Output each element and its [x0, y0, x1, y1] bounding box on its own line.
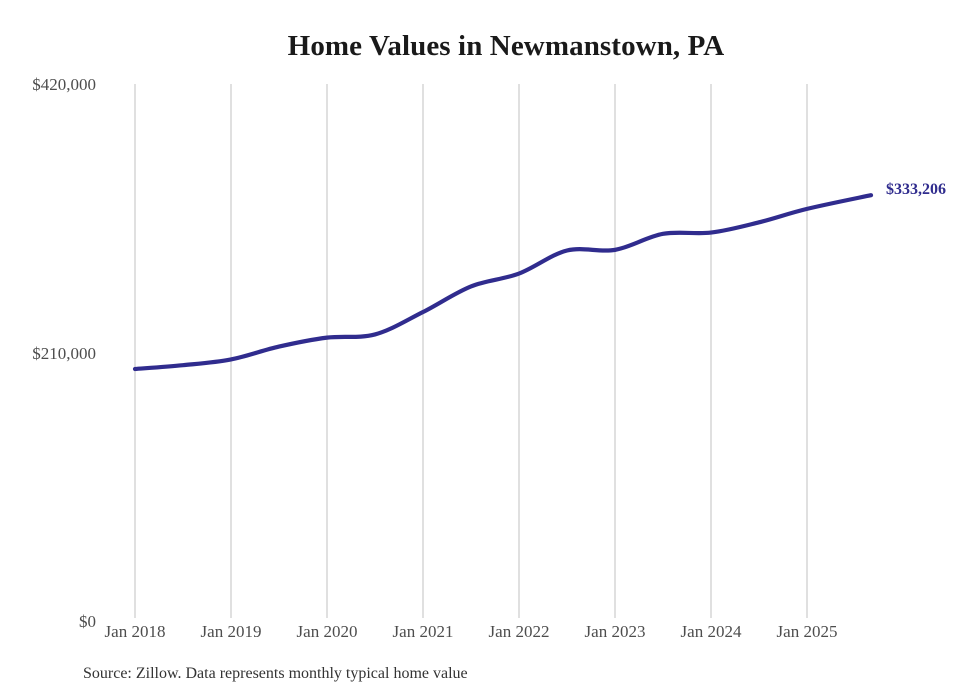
y-axis-tick-420000: $420,000 [32, 75, 96, 94]
x-axis-tick-jan-2021: Jan 2021 [392, 622, 454, 641]
x-axis-tick-jan-2022: Jan 2022 [488, 622, 550, 641]
data-series-line [132, 193, 874, 372]
page-title: Home Values in Newmanstown, PA [287, 30, 725, 62]
x-axis-tick-jan-2018: Jan 2018 [104, 622, 166, 641]
x-axis-tick-jan-2025: Jan 2025 [776, 622, 838, 641]
gridlines [134, 84, 808, 618]
y-axis-tick-0: $0 [79, 612, 96, 631]
x-axis-tick-jan-2019: Jan 2019 [200, 622, 262, 641]
source-note: Source: Zillow. Data represents monthly … [83, 665, 468, 682]
x-axis-tick-jan-2024: Jan 2024 [680, 622, 742, 641]
x-axis-tick-jan-2023: Jan 2023 [584, 622, 646, 641]
end-value-label: $333,206 [886, 181, 946, 198]
y-axis-tick-210000: $210,000 [32, 344, 96, 363]
x-axis-tick-jan-2020: Jan 2020 [296, 622, 358, 641]
